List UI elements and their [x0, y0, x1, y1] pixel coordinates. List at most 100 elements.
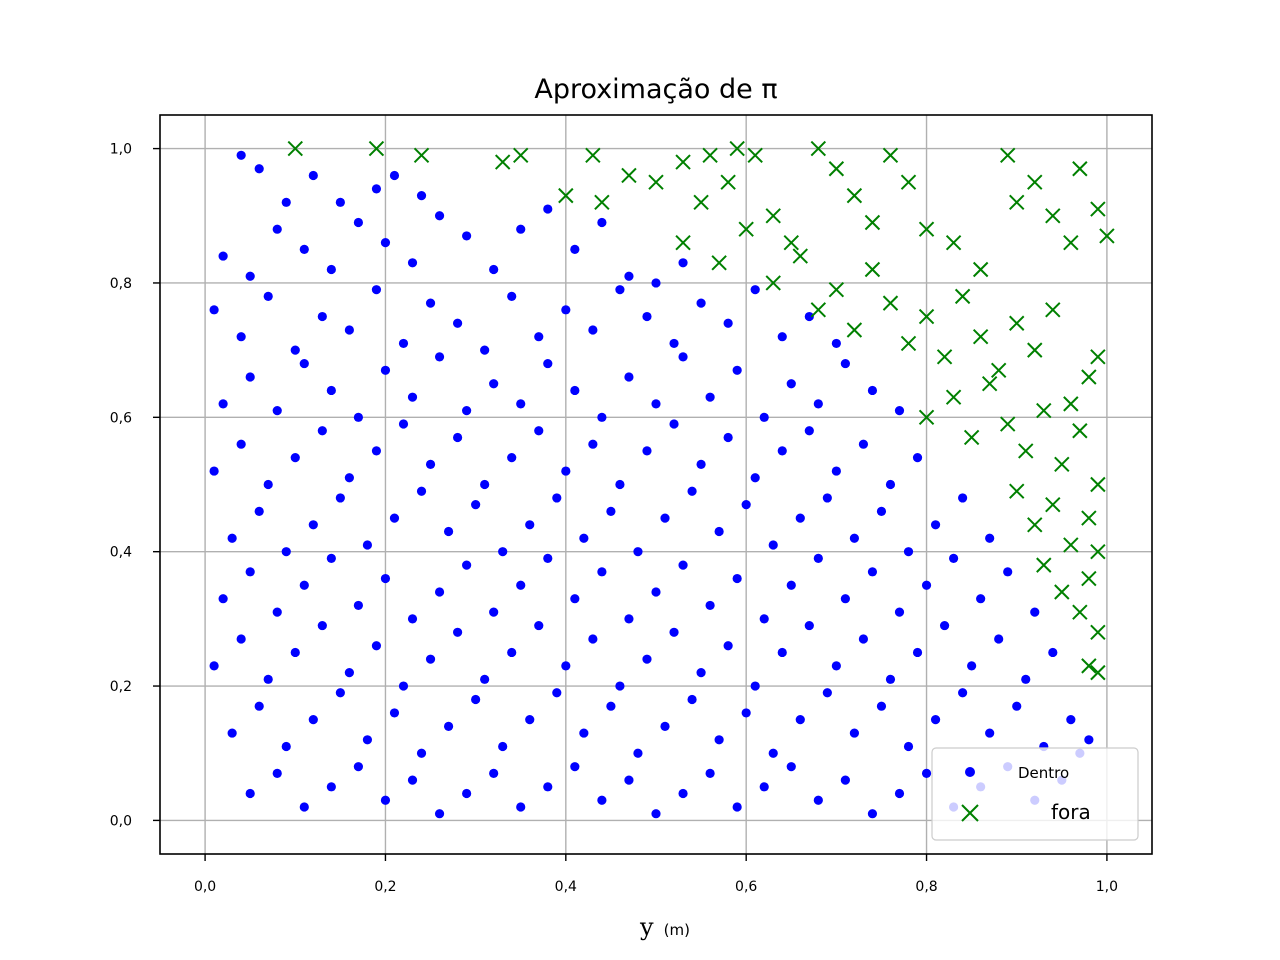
point-dentro: [308, 170, 318, 181]
point-fora: [765, 208, 781, 224]
point-fora: [900, 335, 917, 352]
series-fora: [287, 140, 1115, 681]
point-dentro: [840, 594, 850, 604]
point-dentro: [804, 311, 814, 322]
point-dentro: [263, 291, 273, 301]
point-dentro: [921, 768, 932, 778]
x-tick-label: 0,6: [735, 879, 757, 895]
point-dentro: [209, 661, 219, 671]
point-fora: [918, 308, 935, 325]
point-fora: [1009, 194, 1025, 211]
point-fora: [1063, 234, 1079, 251]
point-dentro: [371, 641, 382, 651]
point-fora: [1072, 604, 1088, 620]
point-fora: [846, 322, 863, 338]
point-fora: [585, 147, 601, 164]
point-dentro: [416, 486, 427, 496]
point-dentro: [263, 479, 273, 490]
point-dentro: [245, 567, 255, 577]
chart-title: Aproximação de π: [534, 74, 777, 105]
point-dentro: [885, 479, 896, 490]
point-dentro: [434, 352, 445, 362]
point-dentro: [425, 654, 436, 664]
point-dentro: [543, 358, 553, 369]
point-dentro: [1066, 715, 1076, 725]
point-dentro: [317, 426, 327, 436]
point-dentro: [985, 533, 995, 543]
point-dentro: [353, 762, 363, 772]
point-fora: [594, 194, 610, 211]
point-dentro: [615, 479, 625, 490]
point-dentro: [651, 399, 661, 409]
point-dentro: [958, 688, 968, 698]
point-dentro: [498, 547, 508, 557]
point-dentro: [507, 453, 517, 463]
point-fora: [945, 389, 962, 405]
point-dentro: [696, 668, 706, 678]
point-dentro: [894, 406, 905, 416]
point-dentro: [588, 634, 598, 644]
point-dentro: [453, 318, 463, 328]
point-dentro: [236, 439, 246, 449]
point-dentro: [813, 399, 823, 409]
point-dentro: [344, 668, 354, 678]
point-dentro: [561, 305, 571, 315]
point-dentro: [380, 795, 391, 805]
point-dentro: [380, 573, 391, 584]
point-dentro: [272, 406, 282, 416]
point-dentro: [597, 217, 607, 228]
point-dentro: [416, 191, 427, 201]
point-fora: [702, 147, 718, 164]
point-dentro: [209, 305, 219, 315]
point-dentro: [534, 620, 544, 631]
point-dentro: [218, 594, 228, 604]
point-dentro: [786, 580, 796, 590]
point-fora: [1027, 174, 1043, 190]
point-dentro: [353, 412, 363, 422]
point-fora: [1090, 624, 1106, 641]
point-dentro: [299, 802, 309, 812]
point-fora: [738, 221, 754, 237]
point-dentro: [371, 285, 382, 295]
point-dentro: [489, 607, 499, 617]
point-dentro: [471, 500, 481, 510]
point-dentro: [570, 244, 580, 254]
point-fora: [720, 174, 736, 190]
point-dentro: [453, 627, 463, 637]
point-dentro: [840, 358, 850, 369]
point-dentro: [344, 473, 354, 483]
point-dentro: [606, 701, 616, 711]
point-fora: [729, 140, 745, 157]
point-dentro: [407, 392, 418, 402]
point-dentro: [407, 775, 418, 785]
point-fora: [783, 234, 799, 251]
point-dentro: [624, 372, 634, 382]
point-dentro: [606, 506, 616, 516]
x-tick-labels: 0,0 0,2 0,4 0,6 0,8 1,0: [194, 879, 1118, 895]
point-fora: [1036, 402, 1052, 419]
point-dentro: [209, 466, 219, 476]
point-fora: [945, 234, 962, 251]
point-dentro: [786, 762, 796, 772]
point-dentro: [552, 493, 562, 503]
point-dentro: [326, 264, 336, 275]
point-dentro: [389, 170, 400, 181]
point-fora: [1045, 302, 1061, 318]
point-dentro: [858, 439, 869, 449]
point-dentro: [281, 197, 291, 207]
point-fora: [1000, 147, 1016, 164]
point-dentro: [534, 332, 544, 342]
point-fora: [828, 161, 845, 177]
point-fora: [990, 362, 1007, 378]
point-dentro: [750, 681, 760, 691]
point-dentro: [903, 547, 914, 557]
point-dentro: [299, 358, 309, 369]
x-axis-label-unit: (m): [664, 921, 690, 939]
point-dentro: [831, 661, 841, 671]
point-dentro: [326, 782, 336, 792]
point-dentro: [263, 674, 273, 684]
point-dentro: [714, 735, 724, 745]
point-dentro: [398, 681, 409, 691]
point-dentro: [723, 641, 733, 651]
point-dentro: [651, 809, 661, 819]
